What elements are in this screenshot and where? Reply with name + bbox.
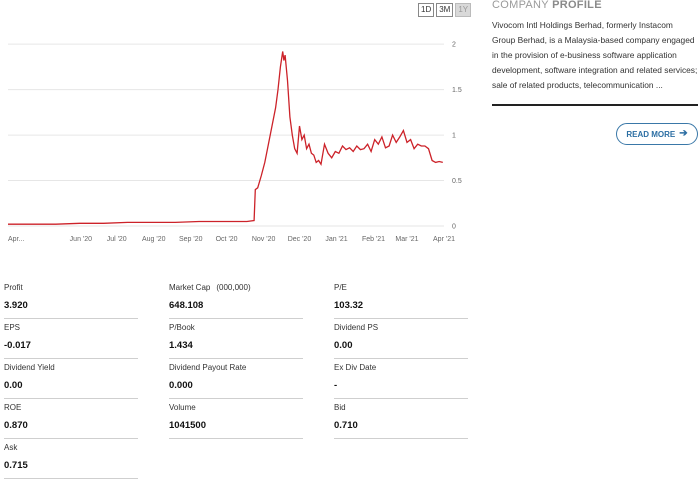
stat-label-text: Dividend Yield [4,363,55,372]
x-tick-label: Mar '21 [395,236,418,243]
price-series-line [8,51,443,225]
stat-label-text: Dividend Payout Rate [169,363,247,372]
stat-item: Dividend Yield 0.00 [4,363,138,399]
read-more-button[interactable]: READ MORE ➔ [616,123,698,145]
range-1y-button[interactable]: 1Y [455,3,472,17]
stat-value: 648.108 [169,300,204,311]
stat-label: P/E [334,283,468,295]
stat-label-text: P/E [334,283,347,292]
company-profile: COMPANY PROFILE Vivocom Intl Holdings Be… [492,0,700,145]
x-tick-label: Nov '20 [252,236,276,243]
stat-value: 0.710 [334,420,358,431]
stat-label: Dividend PS [334,323,468,335]
stat-value: 103.32 [334,300,364,311]
x-tick-label: Sep '20 [179,236,203,243]
stat-label-text: Dividend PS [334,323,379,332]
stat-item: P/E 103.32 [334,283,468,319]
stat-label: Bid [334,403,468,415]
x-tick-label: Jan '21 [325,236,347,243]
profile-description: Vivocom Intl Holdings Berhad, formerly I… [492,20,698,90]
stat-value: - [334,380,338,391]
stat-label-text: Volume [169,403,196,412]
stat-divider [4,438,138,439]
stat-value: 1041500 [169,420,206,431]
stat-label: Ask [4,443,138,455]
stat-label: Dividend Yield [4,363,138,375]
stat-divider [4,478,138,479]
x-tick-label: Jul '20 [107,236,127,243]
stat-divider [169,438,303,439]
stat-divider [334,438,468,439]
stat-item: Profit 3.920 [4,283,138,319]
stat-label-text: Profit [4,283,23,292]
stat-value: 0.715 [4,460,28,471]
x-tick-label: Dec '20 [288,236,312,243]
price-chart: 0 0.5 1 1.5 2 Apr... Jun '20 Jul '20 Aug '20 Sep… [8,42,462,243]
stat-label-text: Ask [4,443,18,452]
stat-value: 1.434 [169,340,193,351]
range-selector: 1D 3M 1Y [418,3,472,17]
stat-item: Ex Div Date - [334,363,468,399]
stat-label-text: EPS [4,323,21,332]
stat-label: Profit [4,283,138,295]
y-tick-label: 1 [452,133,456,140]
stat-divider [169,318,303,319]
x-tick-label: Apr '21 [433,236,455,243]
y-tick-label: 0.5 [452,178,462,185]
stat-label: Dividend Payout Rate [169,363,303,375]
stat-item: Dividend Payout Rate 0.000 [169,363,303,399]
x-tick-label: Feb '21 [362,236,385,243]
stat-value: -0.017 [4,340,31,351]
stat-label: Volume [169,403,303,415]
y-tick-label: 0 [452,224,456,231]
stat-unit: (000,000) [216,283,251,292]
stat-label-text: Ex Div Date [334,363,377,372]
range-3m-button[interactable]: 3M [436,3,454,17]
stat-item: Dividend PS 0.00 [334,323,468,359]
stat-label: P/Book [169,323,303,335]
stat-item: Volume 1041500 [169,403,303,439]
stat-item: Ask 0.715 [4,443,138,479]
stat-divider [169,398,303,399]
profile-heading-bold: PROFILE [552,0,602,11]
stat-value: 3.920 [4,300,28,311]
stat-item: Market Cap (000,000) 648.108 [169,283,303,319]
stat-label-text: ROE [4,403,22,412]
y-tick-label: 2 [452,42,456,49]
x-tick-label: Jun '20 [70,236,92,243]
stat-divider [4,358,138,359]
range-1d-button[interactable]: 1D [418,3,435,17]
profile-heading-light: COMPANY [492,0,549,11]
profile-heading: COMPANY PROFILE [492,0,700,11]
x-tick-label: Oct '20 [216,236,238,243]
profile-divider [492,104,698,106]
stat-label: EPS [4,323,138,335]
stat-divider [169,358,303,359]
x-tick-label: Apr... [8,236,24,243]
y-tick-label: 1.5 [452,87,462,94]
stat-item: EPS -0.017 [4,323,138,359]
stat-label-text: Market Cap [169,283,211,292]
stat-value: 0.00 [4,380,23,391]
stat-divider [334,318,468,319]
stat-divider [334,398,468,399]
read-more-label: READ MORE [626,129,676,139]
stat-item: ROE 0.870 [4,403,138,439]
stat-label: Market Cap (000,000) [169,283,303,295]
stat-value: 0.000 [169,380,193,391]
stat-value: 0.00 [334,340,353,351]
stat-item: P/Book 1.434 [169,323,303,359]
stat-label: ROE [4,403,138,415]
x-tick-label: Aug '20 [142,236,166,243]
stat-item: Bid 0.710 [334,403,468,439]
stat-divider [4,398,138,399]
stat-divider [4,318,138,319]
stat-label-text: P/Book [169,323,195,332]
stat-divider [334,358,468,359]
stat-label: Ex Div Date [334,363,468,375]
arrow-right-icon: ➔ [679,128,688,139]
stat-value: 0.870 [4,420,28,431]
stat-label-text: Bid [334,403,346,412]
